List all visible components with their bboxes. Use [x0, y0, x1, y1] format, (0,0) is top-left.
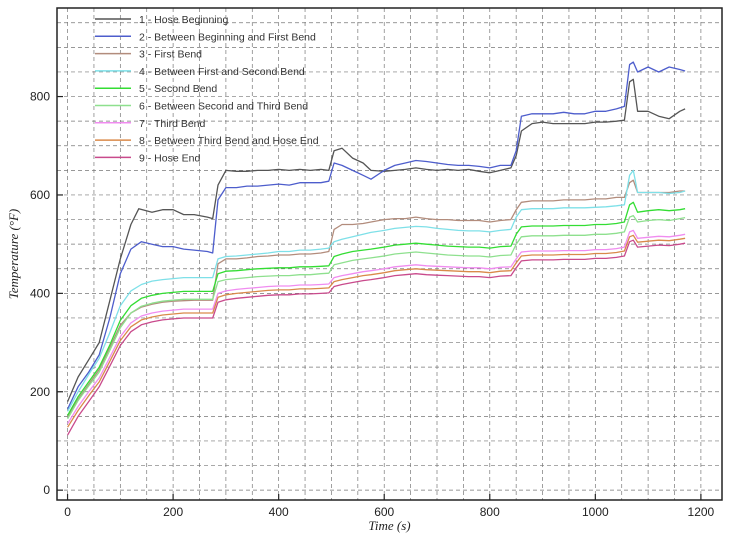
y-axis-title: Temperature (°F)	[6, 209, 21, 300]
grid	[57, 8, 722, 500]
x-tick-label: 0	[64, 505, 71, 519]
y-tick-label: 200	[30, 385, 50, 399]
legend-label-8: 8 - Between Third Bend and Hose End	[139, 135, 319, 147]
legend-label-2: 2 - Between Beginning and First Bend	[139, 31, 316, 43]
axis-ticks: 0 200 400 600 800 1000 1200 0 200 400 600 800	[30, 90, 715, 519]
legend-label-5: 5 - Second Bend	[139, 83, 217, 95]
legend: 1 - Hose Beginning 2 - Between Beginning …	[95, 14, 319, 164]
x-tick-label: 800	[480, 505, 500, 519]
y-tick-label: 800	[30, 90, 50, 104]
plot-frame	[56, 7, 723, 501]
series-line-6	[67, 214, 686, 420]
legend-label-3: 3 - First Bend	[139, 49, 202, 61]
legend-label-4: 4 - Between First and Second Bend	[139, 66, 305, 78]
series-line-3	[67, 179, 686, 417]
y-tick-label: 0	[43, 483, 50, 497]
legend-label-1: 1 - Hose Beginning	[139, 14, 228, 26]
y-tick-label: 600	[30, 188, 50, 202]
legend-label-9: 9 - Hose End	[139, 152, 200, 164]
series-line-7	[67, 229, 686, 425]
x-tick-label: 400	[269, 505, 289, 519]
legend-label-7: 7 - Third Bend	[139, 118, 206, 130]
x-tick-label: 200	[163, 505, 183, 519]
series-lines	[67, 61, 686, 436]
series-line-4	[67, 169, 686, 412]
series-line-2	[67, 61, 686, 410]
x-tick-label: 1200	[688, 505, 715, 519]
x-axis-title: Time (s)	[368, 518, 410, 533]
x-tick-label: 600	[374, 505, 394, 519]
legend-label-6: 6 - Between Second and Third Bend	[139, 101, 308, 113]
x-tick-label: 1000	[582, 505, 609, 519]
series-line-5	[67, 201, 686, 416]
series-line-1	[67, 78, 686, 402]
series-line-9	[67, 239, 686, 436]
y-tick-label: 400	[30, 286, 50, 300]
series-line-8	[67, 234, 686, 428]
